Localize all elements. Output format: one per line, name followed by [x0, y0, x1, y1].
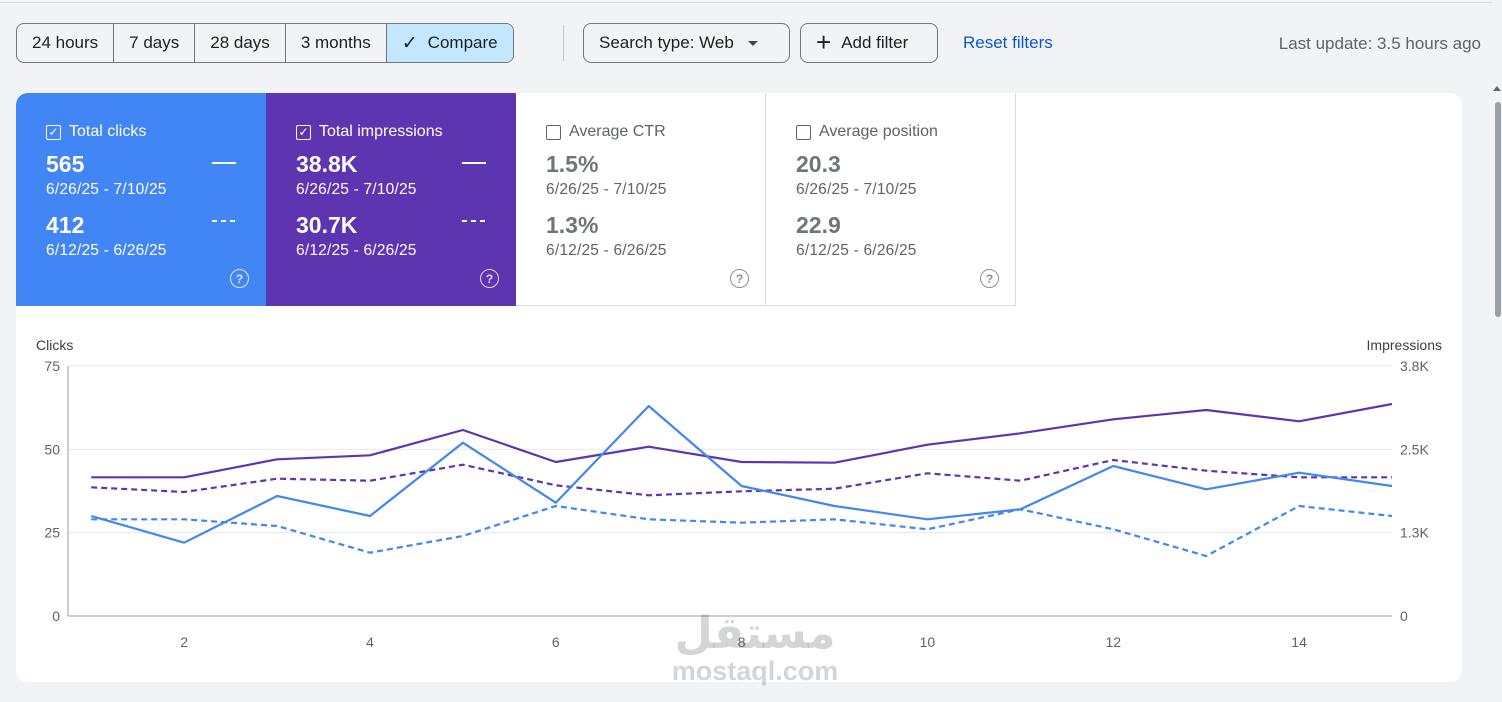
last-update-text: Last update: 3.5 hours ago	[1278, 34, 1481, 53]
metric-previous-value: 30.7K	[296, 212, 358, 238]
metric-total-clicks[interactable]: ✓ Total clicks 565 6/26/25 - 7/10/25 412 …	[16, 93, 266, 306]
range-24-hours-button[interactable]: 24 hours	[17, 24, 115, 62]
compare-button[interactable]: ✓ Compare	[386, 24, 513, 62]
checkbox-checked-icon[interactable]: ✓	[46, 124, 61, 140]
impressions-previous-series-line	[91, 458, 1392, 497]
search-type-dropdown[interactable]: Search type: Web	[583, 23, 790, 63]
solid-line-legend-icon	[212, 162, 236, 164]
performance-chart: 0 25 50 75 0 1.3K 2.5K 3.8K 2 4 6 8 10 12 14	[44, 358, 1429, 650]
metric-current-range: 6/26/25 - 7/10/25	[796, 181, 917, 198]
metric-previous-range: 6/12/25 - 6/26/25	[46, 242, 167, 259]
metric-average-ctr[interactable]: Average CTR 1.5% 6/26/25 - 7/10/25 1.3% …	[516, 93, 766, 306]
metric-current-range: 6/26/25 - 7/10/25	[546, 181, 667, 198]
date-range-selector: 24 hours 7 days 28 days 3 months ✓ Compar…	[16, 23, 514, 63]
metric-current-value: 1.5%	[546, 151, 599, 177]
metric-previous-range: 6/12/25 - 6/26/25	[796, 242, 917, 259]
right-axis-title: Impressions	[1366, 337, 1442, 353]
impressions-current-series-line	[91, 402, 1393, 479]
metric-previous-range: 6/12/25 - 6/26/25	[296, 242, 417, 259]
metric-current-range: 6/26/25 - 7/10/25	[46, 181, 167, 198]
help-icon[interactable]: ?	[980, 269, 999, 288]
left-axis-title: Clicks	[36, 337, 74, 353]
help-icon[interactable]: ?	[730, 269, 749, 288]
checkbox-checked-icon[interactable]: ✓	[296, 124, 311, 140]
metric-label: Total impressions	[319, 123, 443, 140]
right-axis-tick-label: 1.3K	[1400, 525, 1429, 541]
scroll-up-icon[interactable]	[1493, 86, 1501, 91]
metric-current-value: 565	[46, 151, 85, 177]
plus-icon: +	[816, 26, 832, 57]
toolbar-divider	[563, 25, 564, 61]
clicks-previous-series-line	[91, 504, 1393, 558]
reset-filters-link[interactable]: Reset filters	[963, 33, 1053, 52]
metric-label: Average CTR	[569, 123, 666, 140]
x-axis-tick-label: 6	[552, 634, 560, 650]
metric-previous-value: 22.9	[796, 212, 841, 238]
clicks-current-series-line	[90, 404, 1393, 544]
left-axis-tick-label: 25	[44, 525, 60, 541]
range-28-days-button[interactable]: 28 days	[195, 24, 286, 62]
metric-current-value: 38.8K	[296, 151, 358, 177]
solid-line-legend-icon	[462, 162, 486, 164]
watermark: مستقل mostaql.com	[671, 608, 839, 687]
checkbox-unchecked-icon[interactable]	[796, 124, 811, 140]
page-scrollbar[interactable]	[1492, 80, 1502, 702]
metric-label: Total clicks	[69, 123, 147, 140]
left-axis-tick-label: 50	[44, 441, 60, 457]
top-divider	[0, 0, 1492, 3]
left-axis-tick-label: 75	[44, 358, 60, 374]
checkmark-icon: ✓	[401, 32, 418, 54]
x-axis-tick-label: 14	[1291, 634, 1307, 650]
help-icon[interactable]: ?	[230, 269, 249, 288]
caret-down-icon	[747, 40, 758, 46]
x-axis-tick-label: 12	[1105, 634, 1121, 650]
left-axis-tick-label: 0	[52, 608, 60, 624]
right-axis-tick-label: 2.5K	[1400, 441, 1429, 457]
x-axis-tick-label: 10	[920, 634, 936, 650]
metric-label: Average position	[819, 123, 938, 140]
right-axis-tick-label: 0	[1400, 608, 1408, 624]
performance-card: ✓ Total clicks 565 6/26/25 - 7/10/25 412 …	[16, 93, 1462, 682]
dashed-line-legend-icon	[462, 220, 486, 222]
range-3-months-button[interactable]: 3 months	[286, 24, 387, 62]
x-axis-tick-label: 2	[180, 634, 188, 650]
metric-current-range: 6/26/25 - 7/10/25	[296, 181, 417, 198]
add-filter-button[interactable]: + Add filter	[800, 23, 938, 63]
scrollbar-thumb[interactable]	[1495, 102, 1501, 317]
metric-total-impressions[interactable]: ✓ Total impressions 38.8K 6/26/25 - 7/10/…	[266, 93, 516, 306]
metric-previous-value: 412	[46, 212, 85, 238]
x-axis-tick-label: 8	[738, 634, 746, 650]
metric-previous-value: 1.3%	[546, 212, 599, 238]
metric-current-value: 20.3	[796, 151, 841, 177]
help-icon[interactable]: ?	[480, 269, 499, 288]
metric-average-position[interactable]: Average position 20.3 6/26/25 - 7/10/25 …	[766, 93, 1016, 306]
x-axis-tick-label: 4	[366, 634, 374, 650]
range-7-days-button[interactable]: 7 days	[114, 24, 196, 62]
right-axis-tick-label: 3.8K	[1400, 358, 1429, 374]
checkbox-unchecked-icon[interactable]	[546, 124, 561, 140]
dashed-line-legend-icon	[212, 220, 236, 222]
metric-previous-range: 6/12/25 - 6/26/25	[546, 242, 667, 259]
